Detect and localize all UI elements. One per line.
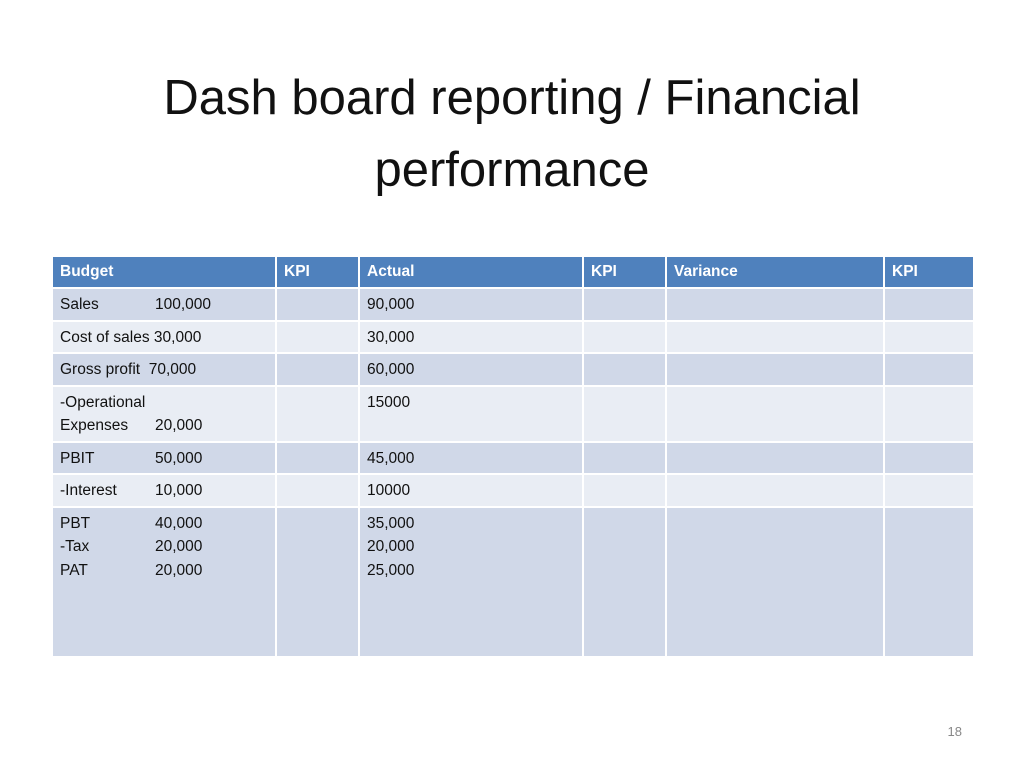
budget-cell: -Interest 10,000 — [51, 473, 277, 508]
line-label: PBT — [60, 514, 91, 532]
actual-cell: 15000 — [358, 384, 584, 443]
header-cell: KPI — [883, 255, 975, 289]
variance-cell — [665, 384, 885, 443]
kpi-cell — [582, 319, 667, 354]
cell-line: PBT 40,000 — [60, 512, 275, 536]
table-row: PBIT 50,000 45,000 — [51, 440, 975, 475]
actual-cell: 60,000 — [358, 352, 584, 387]
financial-table: Budget KPI Actual KPI Variance KPI Sales 100,0… — [51, 255, 975, 658]
line-amount: 50,000 — [155, 449, 203, 467]
slide-title: Dash board reporting / Financial perform… — [0, 62, 1024, 206]
variance-cell — [665, 473, 885, 508]
line-amount: 40,000 — [155, 514, 203, 532]
kpi-cell — [275, 319, 360, 354]
kpi-cell — [582, 352, 667, 387]
cell-line: 10000 — [367, 482, 411, 499]
line-label: Expenses — [60, 417, 129, 434]
variance-cell — [665, 440, 885, 475]
line-amount: 100,000 — [155, 296, 212, 313]
header-cell: KPI — [275, 255, 360, 289]
line-label: -Tax — [60, 538, 90, 555]
table-row: Gross profit 70,000 60,000 — [51, 352, 975, 387]
line-label: PBIT — [60, 449, 95, 467]
cell-line: 35,000 — [367, 514, 415, 532]
cell-line: -Operational — [60, 393, 146, 411]
kpi-cell — [275, 287, 360, 322]
kpi-cell — [275, 352, 360, 387]
cell-line: -Tax 20,000 — [60, 535, 275, 559]
table-row: Cost of sales 30,000 30,000 — [51, 319, 975, 354]
kpi-cell — [883, 352, 975, 387]
header-cell: KPI — [582, 255, 667, 289]
kpi-cell — [275, 505, 360, 658]
line-label: PAT — [60, 561, 88, 579]
line-label: Sales — [60, 296, 99, 313]
variance-cell — [665, 505, 885, 658]
kpi-cell — [883, 384, 975, 443]
budget-cell: Gross profit 70,000 — [51, 352, 277, 387]
actual-cell: 10000 — [358, 473, 584, 508]
kpi-cell — [582, 287, 667, 322]
cell-line: 25,000 — [367, 561, 415, 579]
cell-line: 60,000 — [367, 361, 415, 378]
actual-cell: 30,000 — [358, 319, 584, 354]
line-label: -Interest — [60, 482, 117, 499]
table-row: PBT 40,000 -Tax 20,000 PAT 20,000 35,000 20,000… — [51, 505, 975, 658]
cell-line: -Interest 10,000 — [60, 479, 275, 503]
table-body: Sales 100,000 90,000 Cost of sales 30,000 30… — [51, 287, 975, 658]
header-row: Budget KPI Actual KPI Variance KPI — [51, 255, 975, 289]
cell-line: 20,000 — [367, 538, 415, 555]
cell-line: 30,000 — [367, 328, 415, 346]
kpi-cell — [883, 287, 975, 322]
budget-cell: PBT 40,000 -Tax 20,000 PAT 20,000 — [51, 505, 277, 658]
line-amount: 20,000 — [155, 538, 203, 555]
variance-cell — [665, 352, 885, 387]
cell-line: Sales 100,000 — [60, 293, 275, 317]
budget-cell: -Operational Expenses 20,000 — [51, 384, 277, 443]
actual-cell: 45,000 — [358, 440, 584, 475]
kpi-cell — [275, 384, 360, 443]
actual-cell: 35,000 20,000 25,000 — [358, 505, 584, 658]
cell-line: 45,000 — [367, 449, 415, 467]
line-amount: 20,000 — [155, 417, 203, 434]
cell-line: PBIT 50,000 — [60, 447, 275, 471]
cell-line: PAT 20,000 — [60, 559, 275, 583]
table-row: -Operational Expenses 20,000 15000 — [51, 384, 975, 443]
header-cell: Actual — [358, 255, 584, 289]
header-cell: Variance — [665, 255, 885, 289]
header-cell: Budget — [51, 255, 277, 289]
budget-cell: Sales 100,000 — [51, 287, 277, 322]
cell-line: Gross profit 70,000 — [60, 361, 197, 378]
cell-line: Cost of sales 30,000 — [60, 328, 202, 346]
page-number: 18 — [947, 724, 962, 739]
table-row: Sales 100,000 90,000 — [51, 287, 975, 322]
kpi-cell — [582, 505, 667, 658]
cell-line: 15000 — [367, 393, 411, 411]
kpi-cell — [275, 440, 360, 475]
kpi-cell — [883, 319, 975, 354]
budget-cell: PBIT 50,000 — [51, 440, 277, 475]
line-amount: 20,000 — [155, 561, 203, 579]
budget-cell: Cost of sales 30,000 — [51, 319, 277, 354]
kpi-cell — [275, 473, 360, 508]
kpi-cell — [883, 440, 975, 475]
kpi-cell — [582, 473, 667, 508]
line-amount: 10,000 — [155, 482, 203, 499]
variance-cell — [665, 319, 885, 354]
kpi-cell — [582, 440, 667, 475]
kpi-cell — [883, 473, 975, 508]
title-line: Dash board reporting / Financial — [163, 71, 861, 125]
kpi-cell — [582, 384, 667, 443]
kpi-cell — [883, 505, 975, 658]
actual-cell: 90,000 — [358, 287, 584, 322]
cell-line: 90,000 — [367, 296, 415, 313]
table-row: -Interest 10,000 10000 — [51, 473, 975, 508]
variance-cell — [665, 287, 885, 322]
cell-line: Expenses 20,000 — [60, 414, 275, 438]
title-line: performance — [374, 143, 650, 197]
